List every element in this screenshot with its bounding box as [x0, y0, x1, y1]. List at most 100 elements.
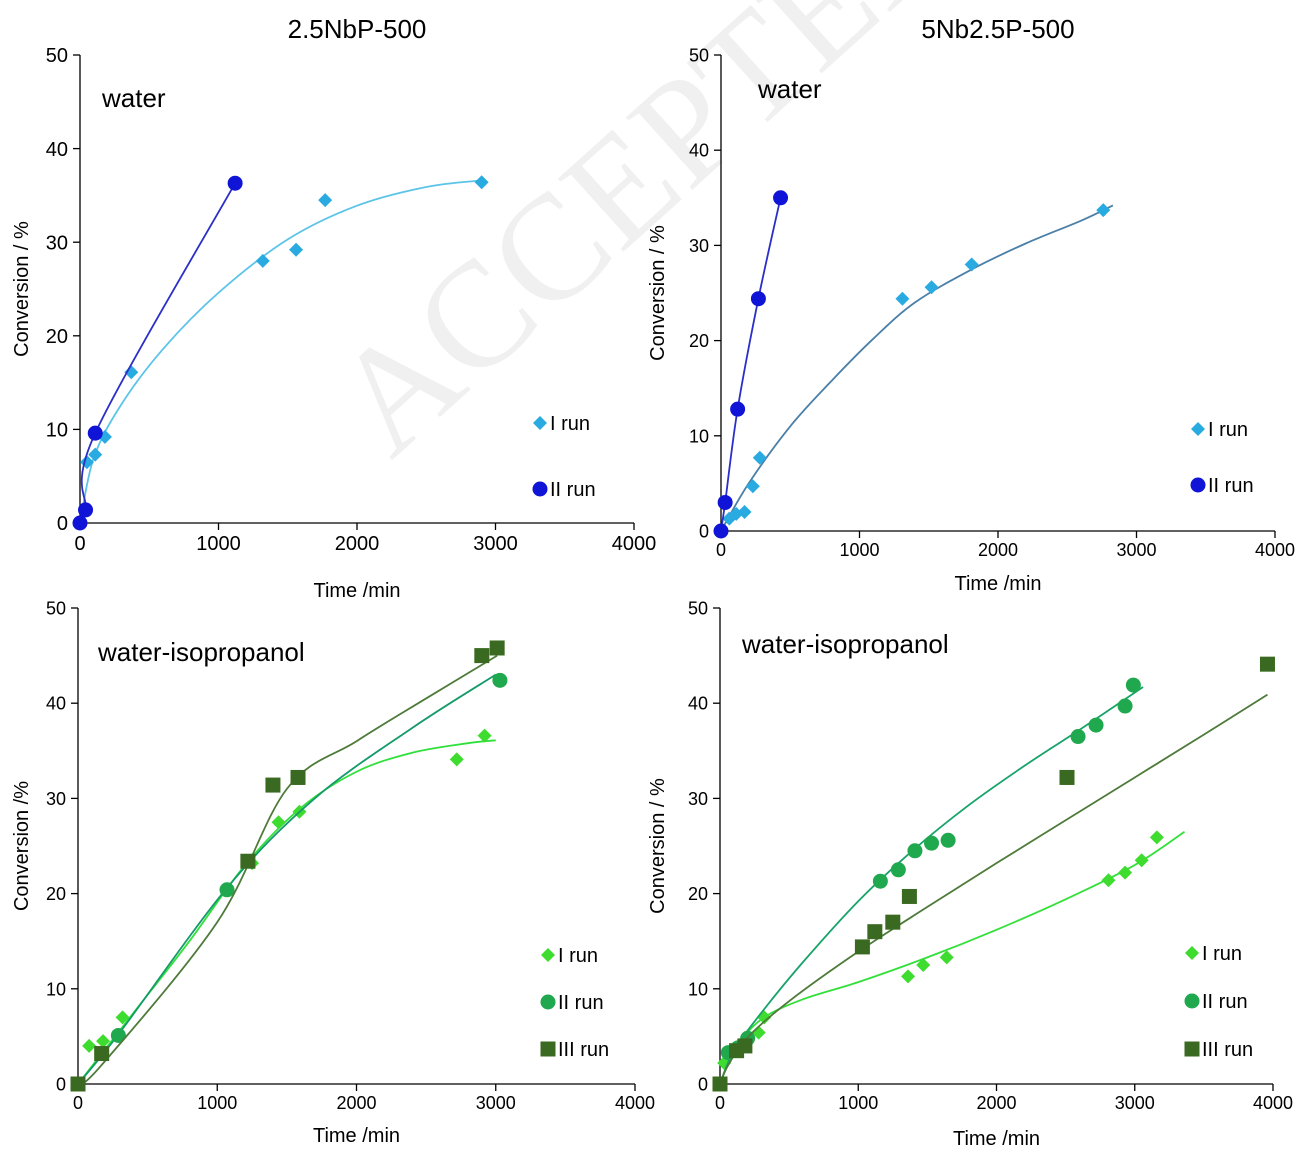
data-point [750, 291, 766, 307]
legend-label: II run [1202, 991, 1248, 1013]
y-tick-label: 20 [688, 884, 708, 904]
data-point [82, 1038, 97, 1053]
data-point [773, 190, 789, 206]
y-tick-label: 0 [698, 1074, 708, 1094]
y-tick-label: 10 [689, 426, 709, 446]
data-point [474, 648, 490, 664]
y-tick-label: 0 [56, 1074, 66, 1094]
data-point [907, 843, 923, 859]
y-axis-label: Conversion / % [647, 778, 669, 914]
x-tick-label: 3000 [1116, 540, 1156, 560]
data-point [1134, 853, 1149, 868]
x-axis-label: Time /min [313, 1125, 400, 1147]
x-tick-label: 2000 [978, 540, 1018, 560]
data-point [271, 815, 286, 830]
data-point [752, 450, 767, 465]
x-tick-label: 3000 [473, 533, 518, 555]
data-point [96, 1034, 111, 1049]
chart-panel-3: 0 1000 2000 3000 4000 0 10 20 30 40 50 water-isopro… [11, 598, 655, 1147]
x-tick-label: 0 [73, 1093, 83, 1113]
data-point [492, 672, 508, 688]
data-point [964, 257, 979, 272]
x-tick-label: 2000 [976, 1093, 1016, 1113]
data-point [477, 728, 492, 743]
y-tick-label: 40 [688, 694, 708, 714]
data-point [78, 502, 94, 518]
fit-line [719, 686, 1144, 1085]
data-point [240, 853, 256, 869]
data-point [289, 242, 304, 257]
data-point [730, 401, 746, 417]
data-point [713, 523, 729, 539]
x-tick-label: 0 [74, 533, 85, 555]
data-point [110, 1027, 126, 1043]
y-tick-label: 20 [46, 326, 68, 348]
data-point [1059, 769, 1075, 785]
x-tick-label: 1000 [838, 1093, 878, 1113]
x-tick-label: 4000 [1253, 1093, 1293, 1113]
series-iii-run [70, 640, 505, 1092]
series-ii-run [72, 175, 243, 531]
y-tick-label: 30 [46, 789, 66, 809]
data-point [474, 175, 489, 190]
x-axis-label: Time /min [953, 1128, 1040, 1149]
y-tick-label: 50 [689, 45, 709, 65]
data-point [318, 193, 333, 208]
x-tick-label: 4000 [612, 533, 657, 555]
data-point [867, 924, 883, 940]
data-point [265, 777, 281, 793]
x-tick-label: 1000 [839, 540, 879, 560]
data-point [72, 515, 88, 531]
legend-marker [532, 481, 548, 497]
data-point [290, 769, 306, 785]
fit-line [77, 673, 497, 1085]
fit-line [79, 182, 236, 524]
legend-marker [541, 948, 555, 962]
x-tick-label: 3000 [1115, 1093, 1155, 1113]
legend-marker [1190, 477, 1206, 493]
x-tick-label: 2000 [335, 533, 380, 555]
data-point [124, 365, 139, 380]
fit-line [77, 739, 496, 1085]
series-i-run [71, 728, 496, 1091]
medium-annotation: water-isopropanol [741, 629, 949, 659]
fit-line [77, 654, 498, 1085]
chart-panel-1: 0 1000 2000 3000 4000 0 10 20 30 40 50 2.5NbP-500 wa… [11, 14, 656, 602]
y-tick-label: 40 [46, 694, 66, 714]
legend-label: III run [558, 1039, 609, 1061]
legend-marker [1191, 422, 1205, 436]
data-point [737, 504, 752, 519]
legend-marker [1184, 1041, 1200, 1057]
data-point [924, 835, 940, 851]
x-tick-label: 3000 [476, 1093, 516, 1113]
series-i-run [713, 830, 1186, 1091]
y-tick-label: 10 [46, 420, 68, 442]
x-tick-label: 0 [716, 540, 726, 560]
y-tick-label: 40 [46, 139, 68, 161]
y-tick-label: 10 [46, 979, 66, 999]
y-axis-label: Conversion /% [11, 781, 33, 911]
chart-title: 2.5NbP-500 [288, 14, 427, 44]
legend-label: III run [1202, 1039, 1253, 1061]
data-point [745, 479, 760, 494]
y-tick-label: 50 [46, 598, 66, 618]
fit-line [720, 204, 1114, 532]
legend-label: II run [558, 992, 604, 1014]
data-point [88, 447, 103, 462]
series-ii-run [70, 672, 508, 1092]
data-point [1118, 865, 1133, 880]
series-iii-run [712, 656, 1275, 1092]
y-tick-label: 30 [688, 789, 708, 809]
data-point [1149, 830, 1164, 845]
series-ii-run [713, 190, 789, 539]
y-tick-label: 50 [688, 598, 708, 618]
x-tick-label: 2000 [336, 1093, 376, 1113]
data-point [227, 175, 243, 191]
data-point [1117, 698, 1133, 714]
data-point [854, 939, 870, 955]
legend-marker [1185, 946, 1199, 960]
data-point [1101, 873, 1116, 888]
chart-title: 5Nb2.5P-500 [921, 14, 1074, 44]
x-tick-label: 4000 [615, 1093, 655, 1113]
y-tick-label: 30 [689, 236, 709, 256]
